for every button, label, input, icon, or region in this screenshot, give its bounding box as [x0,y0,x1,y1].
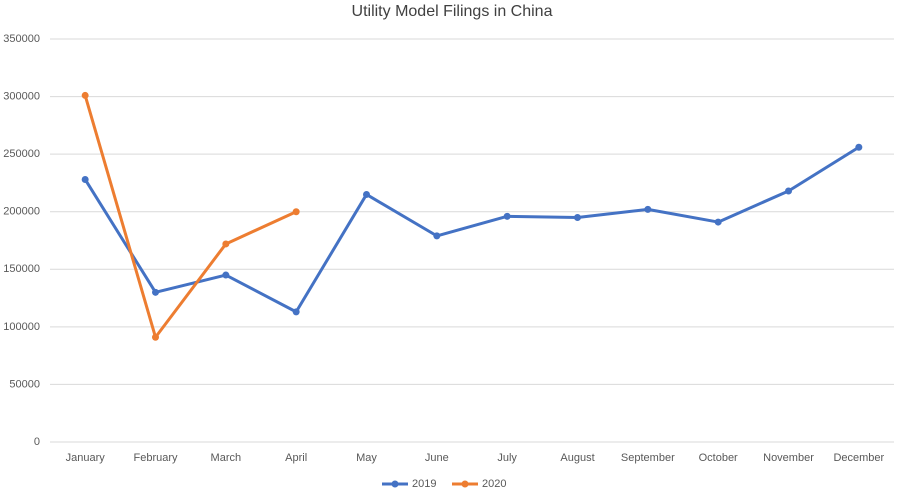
data-point [363,190,370,198]
x-tick-label: March [211,452,242,464]
series-line [83,93,298,339]
y-tick-label: 150000 [3,263,40,275]
x-tick-label: January [66,452,106,464]
data-point [152,288,159,296]
series-line [83,145,861,314]
chart-title: Utility Model Filings in China [352,3,553,20]
data-point [81,175,89,183]
x-tick-label: February [133,452,178,464]
legend-label: 2020 [482,478,506,490]
y-tick-label: 300000 [3,90,40,102]
data-point [644,205,652,213]
x-tick-label: June [425,452,449,464]
x-tick-label: November [763,452,814,464]
x-tick-label: April [285,452,307,464]
data-point [855,143,863,151]
x-tick-label: September [621,452,675,464]
x-tick-label: October [699,452,738,464]
data-point [503,212,511,220]
x-tick-label: August [560,452,594,464]
data-point [292,308,300,316]
y-tick-label: 250000 [3,148,40,160]
data-point [222,240,230,248]
data-point [785,187,792,195]
data-point [714,218,722,226]
data-point [222,271,230,279]
y-tick-label: 200000 [3,206,40,218]
y-tick-label: 100000 [3,321,40,333]
data-point [292,208,300,216]
y-tick-label: 50000 [9,378,40,390]
x-tick-label: July [497,452,517,464]
x-tick-label: December [833,452,884,464]
data-point [433,232,441,240]
legend-label: 2019 [412,478,436,490]
y-tick-label: 350000 [3,33,40,45]
data-point [152,333,159,341]
data-point [81,91,89,99]
x-tick-label: May [356,452,377,464]
data-point [574,213,581,221]
legend-marker [391,480,399,488]
legend-marker [461,480,469,488]
y-tick-label: 0 [34,436,40,448]
